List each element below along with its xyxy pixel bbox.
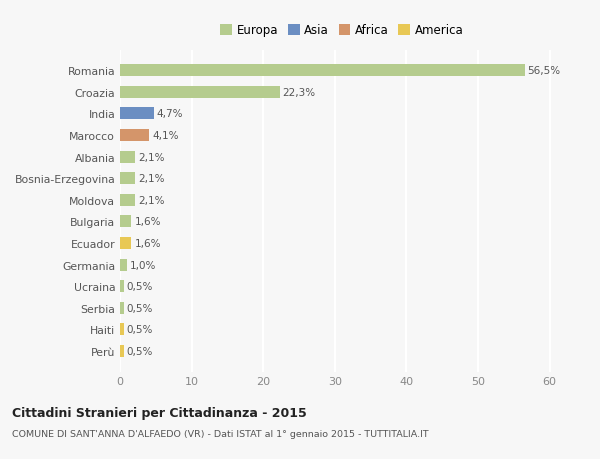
Text: 22,3%: 22,3%	[283, 88, 316, 98]
Bar	[120, 195, 135, 206]
Bar	[120, 108, 154, 120]
Text: 4,7%: 4,7%	[157, 109, 183, 119]
Bar	[120, 87, 280, 99]
Text: 2,1%: 2,1%	[138, 152, 164, 162]
Bar	[120, 259, 127, 271]
Bar	[120, 151, 135, 163]
Bar	[120, 65, 524, 77]
Bar	[120, 302, 124, 314]
Text: 1,6%: 1,6%	[134, 217, 161, 227]
Text: 0,5%: 0,5%	[127, 282, 153, 291]
Text: 4,1%: 4,1%	[152, 131, 179, 140]
Bar	[120, 238, 131, 249]
Legend: Europa, Asia, Africa, America: Europa, Asia, Africa, America	[220, 24, 464, 37]
Text: 1,6%: 1,6%	[134, 239, 161, 248]
Bar	[120, 173, 135, 185]
Text: 1,0%: 1,0%	[130, 260, 157, 270]
Bar	[120, 216, 131, 228]
Text: 2,1%: 2,1%	[138, 196, 164, 205]
Bar	[120, 280, 124, 292]
Text: 56,5%: 56,5%	[527, 66, 560, 76]
Text: 0,5%: 0,5%	[127, 325, 153, 335]
Text: Cittadini Stranieri per Cittadinanza - 2015: Cittadini Stranieri per Cittadinanza - 2…	[12, 406, 307, 419]
Bar	[120, 324, 124, 336]
Text: 0,5%: 0,5%	[127, 303, 153, 313]
Bar	[120, 345, 124, 357]
Bar	[120, 130, 149, 142]
Text: COMUNE DI SANT'ANNA D'ALFAEDO (VR) - Dati ISTAT al 1° gennaio 2015 - TUTTITALIA.: COMUNE DI SANT'ANNA D'ALFAEDO (VR) - Dat…	[12, 429, 428, 438]
Text: 0,5%: 0,5%	[127, 346, 153, 356]
Text: 2,1%: 2,1%	[138, 174, 164, 184]
